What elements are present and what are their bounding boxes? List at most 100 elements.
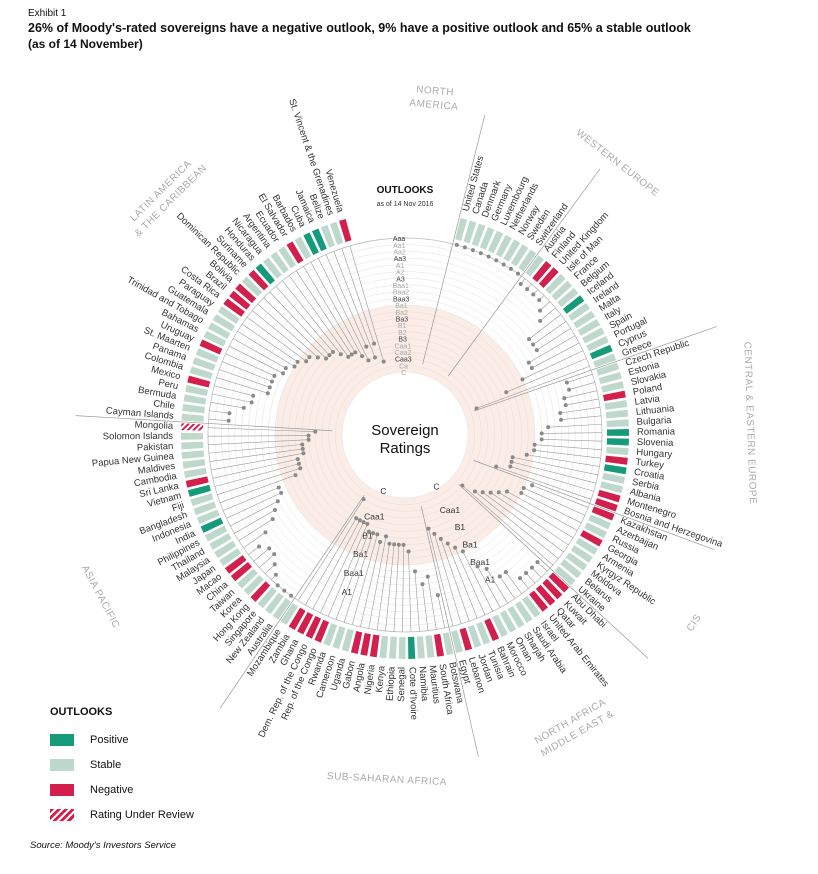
rating-scale-label: Baa3: [393, 296, 409, 303]
spoke-costa-rica: [246, 316, 307, 362]
spoke-saudi-arabia: [499, 576, 515, 599]
region-label-sub-saharan-africa: SUB-SAHARAN AFRICA: [327, 771, 448, 788]
spoke-united-arab-emirates: [519, 577, 529, 589]
spoke-namibia: [414, 571, 420, 632]
outlook-bar-iceland: [562, 295, 585, 314]
outlook-bar-guatemala: [212, 314, 235, 332]
spoke-papua-new-guinea: [208, 444, 303, 454]
outlook-bar-china: [230, 562, 252, 582]
country-label-lithuania: Lithuania: [635, 403, 675, 418]
outlook-bar-rwanda: [323, 623, 338, 647]
outlook-bar-nigeria: [369, 634, 380, 658]
rating-ring: [241, 271, 569, 599]
spoke-georgia: [506, 491, 578, 531]
rating-dot-jordan: [438, 536, 443, 541]
stable-swatch: [50, 758, 74, 771]
legend-item-negative: Negative: [50, 777, 194, 802]
rating-axis-label: A1: [342, 587, 353, 597]
spoke-belize: [333, 251, 376, 358]
outlook-bar-kyrgyz-republic: [570, 545, 593, 563]
rating-scale-label: A1: [396, 263, 405, 270]
outlook-bar-malta: [573, 310, 596, 329]
country-label-slovenia: Slovenia: [637, 437, 674, 449]
rating-dot-pakistan: [306, 437, 311, 442]
rating-ring: [274, 304, 536, 566]
outlook-bar-isle-of-man: [545, 273, 566, 295]
outlook-bar-luxembourg: [487, 230, 504, 254]
outlook-bar-maldives: [182, 459, 206, 469]
outlook-bar-bosnia-and-herzegovina: [594, 498, 618, 512]
outlook-bar-denmark: [471, 223, 486, 247]
rating-dot-croatia: [524, 452, 529, 457]
outlook-bar-kuwait: [542, 578, 563, 600]
outlook-bar-nicaragua: [262, 257, 282, 279]
spoke-honduras: [275, 285, 334, 353]
exhibit-label: Exhibit 1: [28, 8, 67, 19]
spoke-sharjah: [486, 568, 508, 604]
legend: OUTLOOKS Positive Stable Negative Rating…: [50, 706, 194, 827]
outlook-bar-vietnam: [187, 484, 211, 497]
outlook-bar-indonesia: [196, 509, 220, 525]
rating-dot-angola: [383, 534, 388, 539]
rating-dot-malta: [534, 348, 539, 353]
rating-dot-ecuador: [349, 352, 354, 357]
rating-dot-botswana: [435, 593, 440, 598]
rating-scale-label: Ba2: [395, 310, 408, 317]
country-label-turkey: Turkey: [635, 457, 665, 471]
rating-dot-trinidad-and-tobago: [283, 366, 288, 371]
rating-axis-label: Caa1: [364, 511, 385, 521]
rating-dot-kenya: [392, 542, 397, 547]
rating-dot-zambia: [354, 516, 359, 521]
region-divider: [458, 484, 649, 659]
rating-dot-bosnia-and-herzegovina: [494, 464, 499, 469]
outlook-bar-bulgaria: [606, 419, 629, 428]
outlook-bar-botswana: [442, 632, 454, 656]
outlook-bar-belize: [320, 224, 335, 248]
spoke-rep-of-the-congo: [327, 523, 368, 617]
rating-dot-st-vincent-the-grenadines: [372, 341, 377, 346]
spoke-italy: [528, 335, 576, 363]
spoke-kazakhstan: [532, 484, 589, 508]
spoke-bosnia-and-herzegovina: [496, 466, 592, 500]
spoke-croatia: [526, 454, 600, 467]
rating-scale-label: Ca: [399, 363, 408, 370]
spoke-russia: [521, 492, 582, 524]
rating-axis-label: Baa1: [470, 557, 490, 567]
country-label-angola: Angola: [351, 661, 367, 693]
rating-dot-macao: [257, 544, 262, 549]
spoke-china: [253, 548, 270, 562]
spoke-uruguay: [225, 353, 275, 377]
rating-scale-label: Ba1: [395, 303, 408, 310]
rating-dot-colombia: [265, 391, 270, 396]
outlook-bar-ghana: [297, 612, 314, 635]
region-divider: [219, 495, 365, 709]
spoke-ethiopia: [393, 544, 400, 632]
rating-scale-label: B3: [398, 337, 407, 344]
outlook-bar-ukraine: [554, 566, 576, 586]
rating-scale-label: Caa1: [394, 343, 411, 350]
spoke-cuba: [318, 257, 369, 361]
spoke-cayman-islands: [208, 418, 229, 422]
outlook-bar-zambia: [288, 607, 306, 630]
rating-dot-chile: [227, 411, 232, 416]
rating-dot-maldives: [300, 446, 305, 451]
outlook-bar-peru: [185, 385, 209, 397]
rating-dot-solomon-islands: [306, 433, 311, 438]
outlook-bar-taiwan: [237, 568, 258, 589]
rating-dot-gabon: [378, 540, 383, 545]
outlook-bar-ethiopia: [389, 636, 397, 659]
spoke-ireland: [532, 321, 567, 345]
rating-dot-italy: [526, 360, 531, 365]
rating-dot-morocco: [460, 549, 465, 554]
rating-dot-kazakhstan: [530, 483, 535, 488]
outlook-bar-spain: [582, 327, 605, 344]
spoke-armenia: [498, 492, 574, 539]
spoke-france: [539, 301, 551, 311]
spoke-ghana: [312, 520, 361, 610]
spoke-serbia: [512, 456, 598, 476]
legend-item-review: Rating Under Review: [50, 802, 194, 827]
legend-label-stable: Stable: [90, 758, 122, 771]
positive-swatch: [50, 733, 74, 746]
region-label-asia-pacific: ASIA PACIFIC: [79, 564, 121, 631]
spoke-bangladesh: [219, 474, 296, 503]
